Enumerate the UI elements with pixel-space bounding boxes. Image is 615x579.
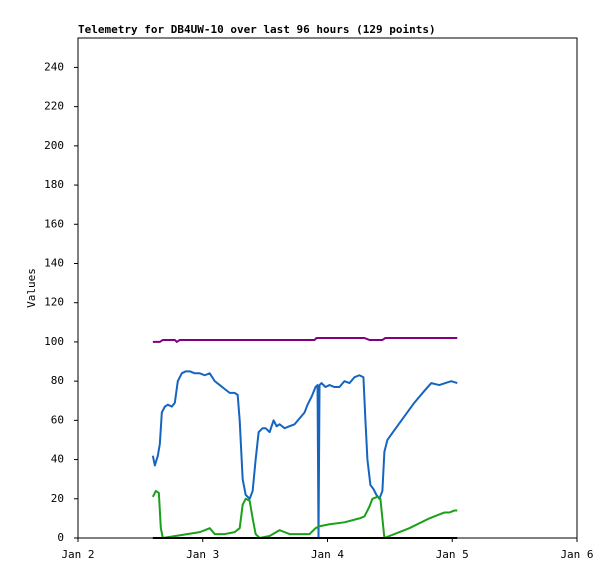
y-tick-label: 160: [44, 217, 64, 230]
x-tick-label: Jan 6: [560, 548, 593, 561]
y-tick-label: 180: [44, 178, 64, 191]
y-tick-label: 120: [44, 296, 64, 309]
y-tick-label: 240: [44, 60, 64, 73]
x-tick-label: Jan 2: [61, 548, 94, 561]
y-tick-label: 220: [44, 100, 64, 113]
data-line: [151, 489, 458, 539]
x-tick-label: Jan 4: [311, 548, 344, 561]
y-tick-label: 80: [51, 374, 64, 387]
y-tick-label: 200: [44, 139, 64, 152]
y-tick-label: 140: [44, 256, 64, 269]
x-tick-label: Jan 5: [436, 548, 469, 561]
y-tick-label: 40: [51, 453, 64, 466]
x-tick-label: Jan 3: [186, 548, 219, 561]
y-axis-label: Values: [25, 268, 38, 308]
data-line: [151, 370, 458, 539]
y-tick-label: 60: [51, 413, 64, 426]
data-line: [152, 337, 458, 343]
y-tick-label: 100: [44, 335, 64, 348]
plot-frame: [77, 37, 578, 539]
chart-title: Telemetry for DB4UW-10 over last 96 hour…: [78, 23, 436, 36]
y-tick-label: 20: [51, 492, 64, 505]
y-tick-label: 0: [57, 531, 64, 544]
